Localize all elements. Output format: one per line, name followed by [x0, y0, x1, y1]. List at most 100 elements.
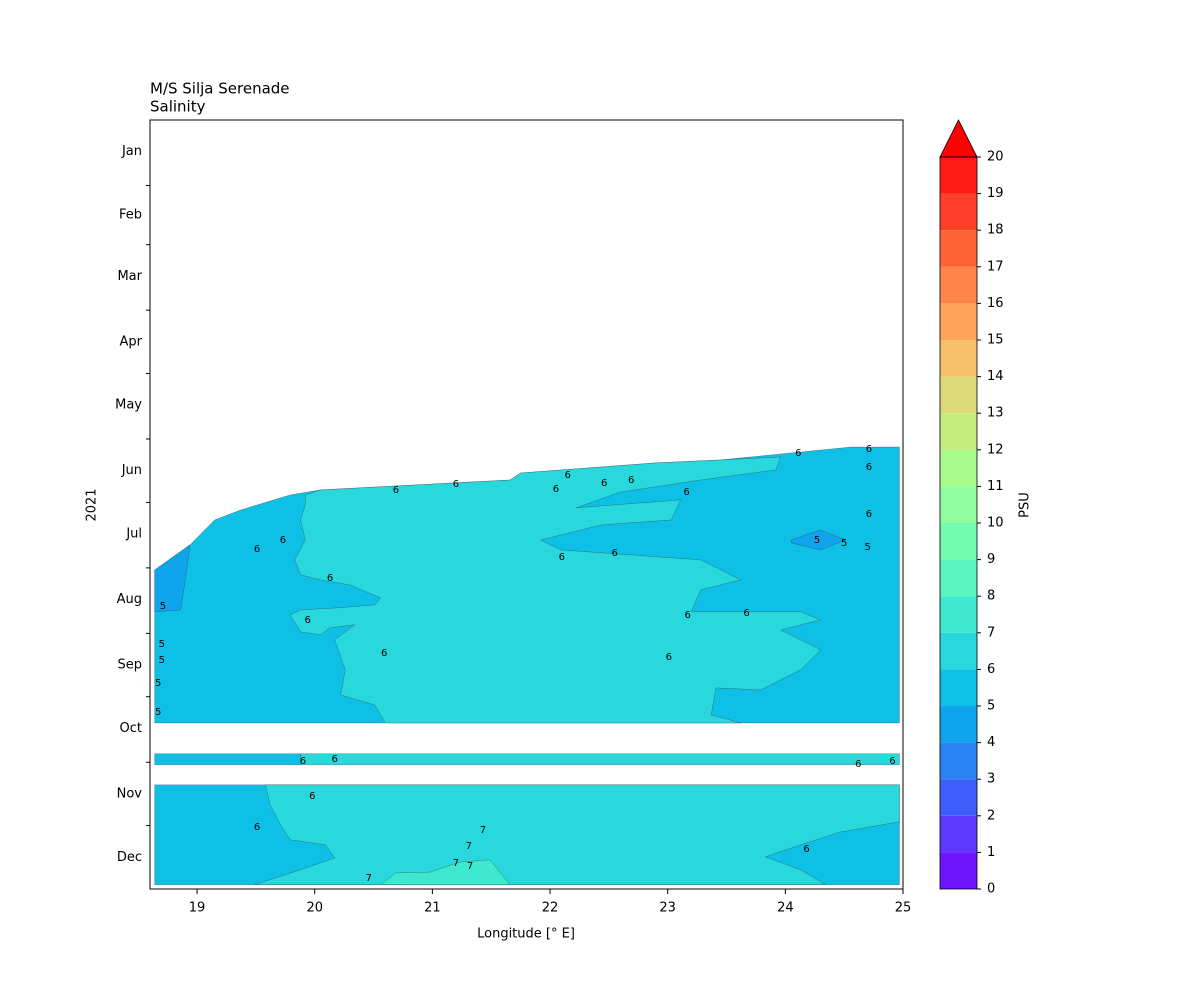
colorbar-segment: [940, 742, 977, 780]
x-tick-label: 23: [659, 901, 676, 916]
contour-label: 6: [564, 470, 570, 481]
colorbar-tick-label: 5: [987, 699, 995, 714]
x-tick-label: 21: [424, 901, 441, 916]
y-tick-label: Jul: [125, 527, 142, 542]
contour-label: 6: [553, 484, 559, 495]
colorbar-tick-label: 8: [987, 589, 995, 604]
y-tick-label: Jan: [121, 144, 142, 159]
contour-label: 6: [254, 822, 260, 833]
contour-label: 5: [865, 542, 871, 553]
colorbar-segment: [940, 376, 977, 414]
contour-label: 5: [841, 538, 847, 549]
colorbar-segment: [940, 157, 977, 194]
contour-label: 6: [866, 509, 872, 520]
colorbar-tick-label: 2: [987, 808, 995, 823]
contour-label: 6: [683, 487, 689, 498]
colorbar-segment: [940, 706, 977, 743]
x-tick-label: 19: [189, 901, 206, 916]
colorbar-extend: [939, 119, 978, 158]
colorbar-tick-label: 0: [987, 882, 995, 897]
colorbar-tick-label: 20: [987, 150, 1004, 165]
contour-label: 6: [743, 608, 749, 619]
contour-label: 7: [467, 861, 473, 872]
colorbar-segment: [940, 193, 977, 231]
contour-label: 6: [280, 535, 286, 546]
contour-region: [300, 753, 900, 765]
colorbar-segment: [940, 852, 977, 889]
contour-label: 5: [814, 535, 820, 546]
chart-title: M/S Silja Serenade: [150, 80, 290, 98]
contour-label: 7: [366, 873, 372, 884]
contour-label: 7: [453, 858, 459, 869]
x-tick-label: 22: [542, 901, 559, 916]
contour-label: 6: [300, 756, 306, 767]
contour-label: 5: [155, 678, 161, 689]
colorbar-segment: [940, 230, 977, 267]
y-tick-label: Sep: [117, 658, 142, 673]
contour-label: 7: [466, 841, 472, 852]
contour-label: 6: [309, 791, 315, 802]
contour-label: 5: [160, 601, 166, 612]
y-tick-label: Aug: [117, 592, 142, 607]
colorbar-tick-label: 13: [987, 406, 1004, 421]
colorbar-tick-label: 18: [987, 223, 1004, 238]
x-tick-label: 25: [895, 901, 912, 916]
x-tick-label: 20: [306, 901, 323, 916]
contour-label: 6: [866, 462, 872, 473]
y-axis-label: 2021: [85, 488, 100, 521]
colorbar-tick-label: 14: [987, 369, 1004, 384]
contour-label: 6: [559, 552, 565, 563]
contour-label: 6: [254, 544, 260, 555]
colorbar-segment: [940, 632, 977, 670]
contour-region: [791, 529, 846, 551]
contour-label: 6: [612, 548, 618, 559]
contour-label: 6: [685, 610, 691, 621]
colorbar-segment: [940, 559, 977, 597]
contour-label: 6: [453, 479, 459, 490]
contour-region: [289, 456, 822, 724]
colorbar-tick-label: 1: [987, 845, 995, 860]
contour-label: 6: [381, 648, 387, 659]
chart-subtitle: Salinity: [150, 98, 206, 116]
y-tick-label: Oct: [120, 721, 142, 736]
contour-label: 6: [889, 756, 895, 767]
colorbar-segment: [940, 413, 977, 450]
plot-frame: [149, 119, 904, 890]
contour-label: 6: [666, 652, 672, 663]
colorbar-segment: [940, 815, 977, 853]
y-tick-label: Jun: [121, 463, 142, 478]
x-tick-label: 24: [777, 901, 794, 916]
colorbar-segment: [940, 303, 977, 340]
contour-region: [380, 859, 511, 885]
contour-label: 5: [159, 655, 165, 666]
y-tick-label: May: [115, 398, 142, 413]
contour-label: 6: [866, 444, 872, 455]
contour-label: 6: [628, 475, 634, 486]
contour-region: [154, 753, 301, 765]
contour-label: 6: [327, 573, 333, 584]
y-tick-label: Nov: [117, 786, 143, 801]
colorbar-tick-label: 16: [987, 296, 1004, 311]
colorbar-segment: [940, 340, 977, 377]
colorbar-tick-label: 6: [987, 662, 995, 677]
contour-label: 6: [601, 478, 607, 489]
contour-label: 6: [304, 615, 310, 626]
colorbar-label: PSU: [1018, 492, 1033, 518]
y-tick-label: Feb: [119, 208, 142, 223]
colorbar-tick-label: 9: [987, 552, 995, 567]
colorbar-tick-label: 4: [987, 735, 995, 750]
contour-label: 5: [155, 707, 161, 718]
y-tick-label: Mar: [117, 269, 142, 284]
contour-label: 6: [803, 844, 809, 855]
colorbar-tick-label: 7: [987, 625, 995, 640]
contour-label: 6: [393, 485, 399, 496]
contour-label: 6: [795, 448, 801, 459]
colorbar-tick-label: 15: [987, 333, 1004, 348]
colorbar-tick-label: 19: [987, 186, 1004, 201]
contour-label: 6: [855, 759, 861, 770]
y-tick-label: Apr: [120, 334, 143, 349]
contour-label: 7: [480, 825, 486, 836]
colorbar-segment: [940, 596, 977, 633]
colorbar-tick-label: 12: [987, 442, 1004, 457]
